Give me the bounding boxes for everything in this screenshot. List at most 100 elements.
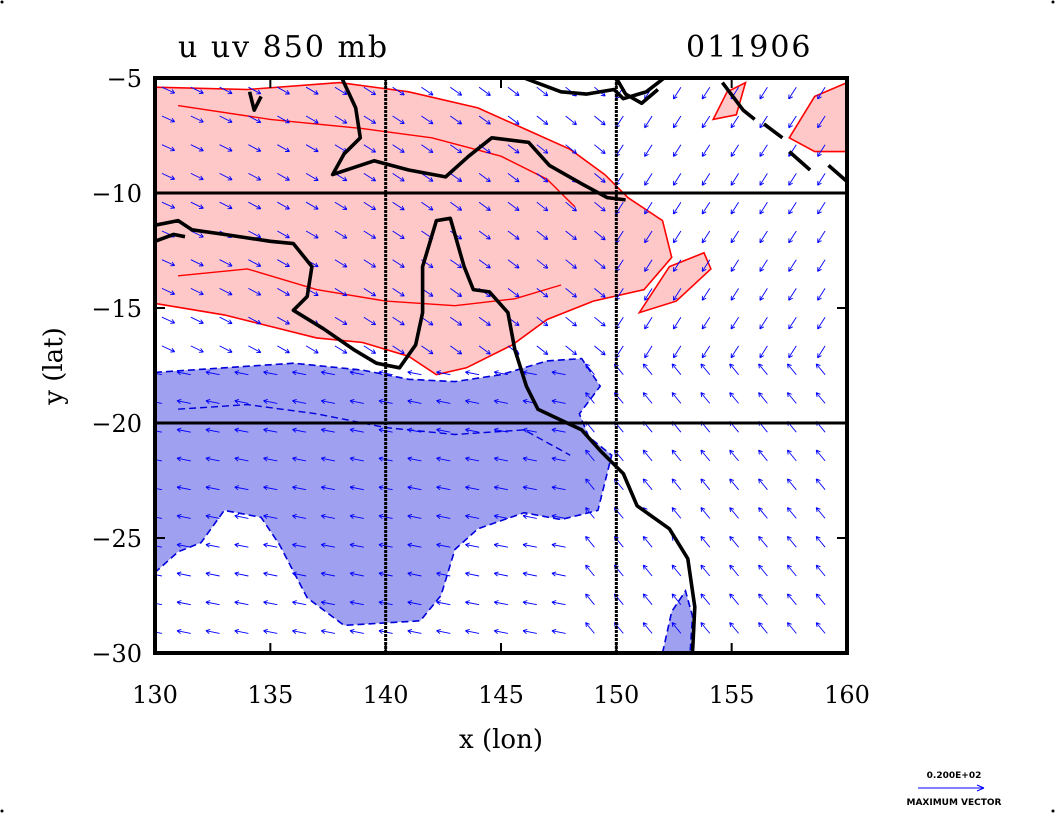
wind-vector [363, 316, 376, 326]
wind-vector [334, 86, 348, 95]
wind-vector [551, 456, 566, 462]
wind-vector [205, 398, 220, 404]
wind-vector [421, 86, 434, 96]
wind-vector [671, 363, 682, 375]
wind-vector [349, 427, 364, 433]
wind-vector [730, 115, 739, 129]
y-tick-label: −15 [91, 295, 142, 323]
wind-vector [161, 86, 176, 94]
wind-vector [522, 485, 537, 491]
wind-vector [176, 513, 191, 519]
wind-vector [815, 478, 826, 490]
wind-vector [205, 628, 220, 634]
wind-vector [551, 485, 566, 491]
wind-vector [758, 478, 768, 490]
wind-vector [450, 201, 463, 211]
wind-vector [729, 564, 739, 577]
wind-vector [493, 571, 508, 577]
wind-vector [493, 427, 508, 433]
wind-vector [320, 513, 335, 519]
wind-vector [205, 600, 220, 606]
wind-vector [817, 115, 826, 129]
wind-vector [292, 600, 307, 606]
wind-vector [334, 201, 348, 210]
wind-vector [450, 345, 463, 355]
wind-vector [565, 316, 577, 327]
y-tick-label: −10 [91, 180, 142, 208]
wind-vector [672, 345, 682, 359]
wind-vector [219, 172, 233, 181]
wind-vector [815, 392, 826, 404]
wind-vector [730, 201, 739, 215]
wind-vector [815, 564, 826, 577]
wind-vector [161, 144, 176, 152]
wind-vector [161, 259, 176, 267]
wind-vector [234, 370, 249, 376]
wind-vector [672, 86, 682, 100]
wind-vector [815, 622, 826, 634]
wind-vector [161, 115, 176, 123]
wind-vector [788, 201, 797, 215]
wind-vector [758, 507, 768, 519]
wind-vector [305, 173, 319, 181]
wind-vector [263, 542, 278, 548]
wind-vector [671, 392, 682, 404]
wind-vector [190, 287, 204, 296]
negative-u-region [155, 357, 613, 627]
wind-vector [551, 600, 566, 606]
wind-vector [234, 571, 249, 577]
wind-vector [759, 173, 768, 186]
wind-vector [292, 542, 307, 548]
wind-vector [234, 485, 249, 491]
wind-vector [334, 230, 348, 239]
wind-vector [407, 370, 422, 376]
coastline [614, 78, 660, 106]
wind-vector [730, 230, 739, 244]
wind-vector [421, 201, 434, 211]
wind-vector [594, 144, 606, 155]
wind-vector [644, 201, 653, 215]
wind-vector [536, 144, 549, 154]
wind-vector [585, 363, 595, 375]
wind-vector [320, 398, 335, 404]
wind-vector [759, 115, 768, 129]
wind-vector [594, 230, 606, 241]
wind-vector [407, 513, 422, 519]
wind-vector [176, 456, 191, 462]
grid-lines [155, 78, 847, 653]
wind-vector [700, 535, 711, 548]
wind-vector [219, 201, 233, 210]
wind-vector [594, 316, 606, 327]
wind-vector [407, 456, 422, 462]
wind-vector [700, 564, 711, 577]
wind-vector [305, 115, 319, 124]
wind-vector [701, 259, 711, 272]
wind-vector [815, 363, 826, 375]
wind-vector [788, 345, 797, 359]
wind-vector [786, 593, 797, 605]
wind-vector [817, 345, 826, 359]
wind-vector [190, 201, 204, 209]
wind-vector [190, 172, 204, 181]
wind-vector [190, 86, 204, 94]
wind-vector [305, 201, 319, 210]
wind-vector [465, 600, 480, 606]
wind-vector [263, 571, 278, 577]
wind-vector [277, 259, 290, 267]
wind-vector [672, 201, 682, 215]
wind-vector [205, 456, 220, 462]
wind-vector [536, 86, 549, 97]
positive-contour [177, 104, 576, 208]
wind-vector [701, 230, 711, 244]
wind-vector [815, 593, 826, 605]
wind-vector [493, 485, 508, 491]
wind-vector [594, 345, 606, 356]
wind-vector [786, 478, 797, 490]
wind-vector [392, 86, 405, 96]
wind-vector [478, 201, 491, 211]
wind-vector [190, 115, 204, 123]
legend-arrowhead [976, 784, 985, 792]
wind-vector [565, 259, 577, 269]
wind-vector [758, 449, 768, 462]
